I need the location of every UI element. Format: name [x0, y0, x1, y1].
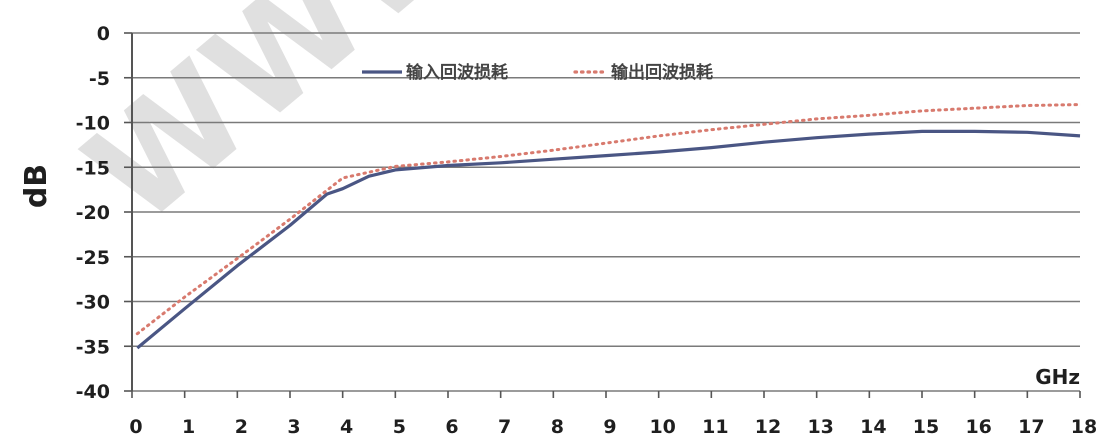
x-tick-label-17: 17 — [1018, 416, 1044, 438]
legend-label-1: 输出回波损耗 — [611, 62, 713, 83]
series-1-point-3 — [289, 218, 291, 220]
series-0-point-10 — [552, 158, 554, 160]
series-1-point-1 — [183, 296, 185, 298]
y-tick-label-2: -10 — [76, 113, 110, 135]
axes — [124, 32, 1081, 398]
series-1-point-2 — [236, 257, 238, 259]
series-1-point-13 — [815, 118, 817, 120]
series-1-point-0 — [136, 333, 138, 335]
tick-labels: 0-5-10-15-20-25-30-35-400 1 2 3 4 5 6 7 8 9 10 11 12… — [76, 23, 1098, 438]
series-1-point-16 — [973, 107, 975, 109]
watermark-text: WWW — [57, 0, 517, 256]
x-tick-label-5: 5 — [393, 416, 406, 438]
series-0-point-1 — [183, 307, 185, 309]
y-tick-label-0: 0 — [97, 23, 110, 45]
series-0-point-18 — [973, 130, 975, 132]
series-1-point-14 — [868, 114, 870, 116]
x-tick-label-12: 12 — [755, 416, 781, 438]
x-tick-label-6: 6 — [445, 416, 458, 438]
watermark: WWW — [57, 0, 517, 256]
series-0-point-20 — [1079, 135, 1081, 137]
x-tick-label-8: 8 — [551, 416, 564, 438]
series-1-point-12 — [763, 123, 765, 125]
series-1-point-11 — [710, 128, 712, 130]
y-tick-label-5: -25 — [76, 247, 110, 269]
series-0-point-14 — [763, 141, 765, 143]
series-0-point-0 — [136, 347, 138, 349]
series-1-point-5 — [394, 165, 396, 167]
x-tick-label-10: 10 — [649, 416, 675, 438]
series-0-point-9 — [499, 162, 501, 164]
series-1-point-10 — [657, 135, 659, 137]
series-0-point-3 — [289, 224, 291, 226]
series-0-point-12 — [657, 151, 659, 153]
series-1-point-18 — [1079, 103, 1081, 105]
y-tick-label-6: -30 — [76, 292, 110, 314]
series-0-point-8 — [447, 164, 449, 166]
series-1-point-17 — [1026, 104, 1028, 106]
x-tick-label-3: 3 — [287, 416, 300, 438]
series-0-point-15 — [815, 137, 817, 139]
series-0-point-4 — [326, 193, 328, 195]
x-tick-label-13: 13 — [807, 416, 833, 438]
y-tick-label-3: -15 — [76, 157, 110, 179]
series-0-point-19 — [1026, 131, 1028, 133]
y-tick-label-1: -5 — [89, 68, 110, 90]
y-tick-label-8: -40 — [76, 381, 110, 403]
series-lines — [135, 103, 1082, 350]
x-tick-label-11: 11 — [702, 416, 728, 438]
series-1-point-9 — [605, 142, 607, 144]
y-axis-title: dB — [19, 164, 54, 208]
series-1-point-6 — [447, 161, 449, 163]
series-0-point-13 — [710, 146, 712, 148]
series-0-point-6 — [368, 175, 370, 177]
y-tick-label-7: -35 — [76, 336, 110, 358]
x-tick-label-1: 1 — [182, 416, 195, 438]
series-0-point-2 — [236, 265, 238, 267]
x-tick-label-16: 16 — [965, 416, 991, 438]
series-0-point-7 — [394, 169, 396, 171]
series-1-point-8 — [552, 149, 554, 151]
series-1-point-4 — [341, 177, 343, 179]
series-0-point-17 — [921, 130, 923, 132]
series-1-point-15 — [921, 110, 923, 112]
x-tick-label-18: 18 — [1071, 416, 1097, 438]
series-0-point-11 — [605, 154, 607, 156]
series-line-1 — [135, 103, 1082, 336]
x-tick-label-2: 2 — [235, 416, 248, 438]
x-axis-title: GHz — [1035, 365, 1080, 389]
y-tick-label-4: -20 — [76, 202, 110, 224]
x-tick-label-7: 7 — [498, 416, 511, 438]
x-tick-label-14: 14 — [860, 416, 886, 438]
x-tick-label-0: 0 — [129, 416, 142, 438]
series-1-point-7 — [499, 155, 501, 157]
x-tick-label-9: 9 — [603, 416, 616, 438]
series-0-point-5 — [341, 188, 343, 190]
x-tick-label-4: 4 — [340, 416, 353, 438]
series-0-point-16 — [868, 133, 870, 135]
series-line-0 — [136, 129, 1081, 350]
x-tick-label-15: 15 — [913, 416, 939, 438]
legend: 输入回波损耗 输出回波损耗 — [362, 62, 713, 83]
legend-label-0: 输入回波损耗 — [406, 62, 508, 83]
